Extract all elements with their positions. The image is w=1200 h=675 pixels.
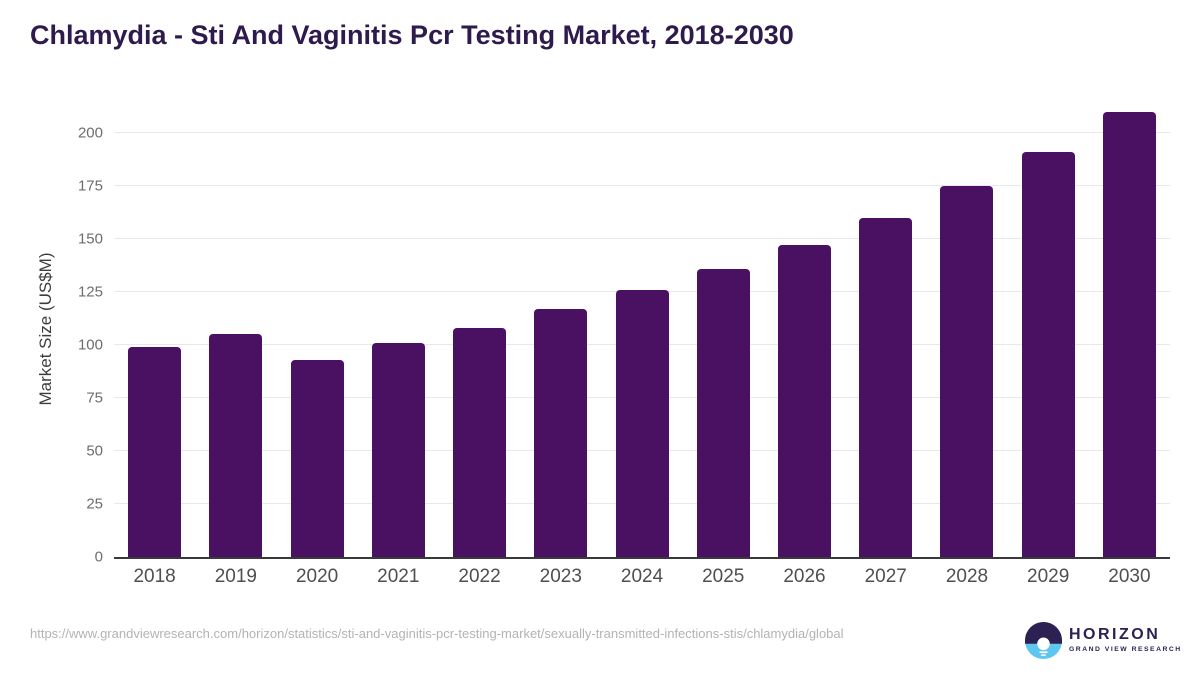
y-tick-125: 125 [77, 283, 103, 301]
bar-series [114, 101, 1170, 557]
x-label-2029: 2029 [1027, 566, 1070, 587]
x-label-2025: 2025 [702, 566, 745, 587]
bar-2025 [696, 268, 750, 557]
bar-slot-2025 [683, 101, 764, 557]
bar-2021 [371, 342, 425, 557]
bar-slot-2019 [195, 101, 276, 557]
x-label-2028: 2028 [945, 566, 989, 587]
bar-slot-2028 [926, 101, 1007, 557]
chart-title: Chlamydia - Sti And Vaginitis Pcr Testin… [30, 20, 794, 50]
y-tick-50: 50 [86, 442, 103, 460]
bar-2026 [777, 245, 831, 557]
source-url: https://www.grandviewresearch.com/horizo… [30, 626, 844, 641]
bar-2023 [534, 308, 588, 557]
y-tick-75: 75 [86, 389, 103, 407]
x-label-2027: 2027 [864, 566, 907, 587]
bar-slot-2024 [601, 101, 682, 557]
bar-slot-2026 [764, 101, 845, 557]
y-tick-150: 150 [77, 230, 103, 248]
x-axis-labels: 2018 2019 2020 2021 2022 2023 2024 2025 2026 2027… [114, 566, 1170, 588]
y-axis-ticks: 0 25 50 75 100 125 150 175 200 [0, 101, 103, 564]
y-tick-25: 25 [86, 495, 103, 513]
x-label-2023: 2023 [539, 566, 582, 587]
x-label-2020: 2020 [295, 566, 339, 587]
bar-2022 [453, 327, 507, 557]
logo-tagline: GRAND VIEW RESEARCH [1069, 646, 1182, 654]
gridline-150 [114, 237, 1170, 239]
logo-text: HORIZON GRAND VIEW RESEARCH [1069, 627, 1182, 654]
bar-2027 [859, 217, 913, 557]
bar-slot-2029 [1008, 101, 1089, 557]
x-label-2030: 2030 [1108, 566, 1151, 587]
plot-area [114, 101, 1170, 559]
bar-2028 [940, 185, 994, 557]
gridline-175 [114, 184, 1170, 186]
y-tick-200: 200 [77, 124, 103, 142]
y-tick-0: 0 [94, 548, 103, 566]
horizon-logo-icon [1025, 622, 1062, 659]
bar-2019 [209, 334, 263, 557]
bar-slot-2023 [520, 101, 601, 557]
x-label-2019: 2019 [214, 566, 257, 587]
bar-slot-2022 [439, 101, 520, 557]
gridline-200 [114, 131, 1170, 133]
x-label-2022: 2022 [458, 566, 501, 587]
y-tick-100: 100 [77, 336, 103, 354]
bar-slot-2021 [358, 101, 439, 557]
bar-2024 [615, 289, 669, 557]
logo-name: HORIZON [1069, 626, 1161, 644]
bar-2018 [128, 347, 182, 557]
bar-2020 [290, 359, 344, 557]
x-label-2026: 2026 [783, 566, 826, 587]
bar-slot-2030 [1089, 101, 1170, 557]
bar-slot-2018 [114, 101, 195, 557]
bar-2030 [1102, 111, 1156, 557]
x-label-2021: 2021 [377, 566, 420, 587]
x-label-2024: 2024 [620, 566, 664, 587]
x-label-2018: 2018 [133, 566, 176, 587]
bar-slot-2027 [845, 101, 926, 557]
horizon-logo: HORIZON GRAND VIEW RESEARCH [1025, 622, 1182, 659]
y-tick-175: 175 [77, 177, 103, 195]
bar-slot-2020 [276, 101, 357, 557]
bar-2029 [1021, 151, 1075, 557]
